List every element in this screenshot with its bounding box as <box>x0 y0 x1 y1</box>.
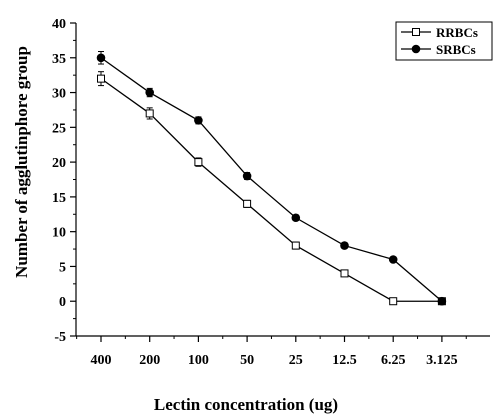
x-tick-label: 6.25 <box>381 353 406 368</box>
x-tick-label: 25 <box>289 353 303 368</box>
x-tick-label: 400 <box>91 353 112 368</box>
series-SRBCs <box>96 51 447 306</box>
data-point <box>389 297 398 306</box>
legend-marker <box>412 28 420 36</box>
y-tick-label: 15 <box>52 191 66 206</box>
legend-entry: SRBCs <box>401 42 476 57</box>
y-ticks: -5 0 5 10 15 20 25 30 35 40 <box>52 17 76 345</box>
y-tick-label: 40 <box>52 17 66 32</box>
y-tick-label: -5 <box>54 330 66 345</box>
series-line <box>100 78 442 302</box>
y-tick-label: 0 <box>59 295 66 310</box>
data-point <box>437 296 447 306</box>
series-RRBCs <box>97 71 446 306</box>
data-point <box>340 269 349 278</box>
data-point <box>291 241 300 250</box>
legend-label: SRBCs <box>436 42 476 57</box>
x-axis-title: Lectin concentration (ug) <box>154 395 338 414</box>
data-point <box>96 53 106 63</box>
legend-entry: RRBCs <box>401 25 478 40</box>
x-tick-label: 3.125 <box>426 353 458 368</box>
data-point <box>97 74 105 83</box>
data-point <box>194 116 203 125</box>
series-line <box>100 57 443 302</box>
data-point <box>194 158 203 167</box>
data-point <box>243 199 252 208</box>
data-point <box>340 241 349 250</box>
y-axis-title: Number of agglutinphore group <box>12 46 31 278</box>
data-point <box>291 213 301 223</box>
y-tick-label: 30 <box>52 87 66 102</box>
data-point <box>388 255 398 264</box>
x-tick-label: 50 <box>240 353 254 368</box>
y-tick-label: 25 <box>52 121 66 136</box>
x-tick-label: 100 <box>188 353 209 368</box>
legend-label: RRBCs <box>436 25 478 40</box>
x-tick-label: 200 <box>139 353 160 368</box>
data-point <box>145 109 154 118</box>
legend: RRBCs SRBCs <box>395 21 493 61</box>
x-tick-label: 12.5 <box>332 353 357 368</box>
data-point <box>145 88 154 97</box>
y-tick-label: 20 <box>52 156 66 171</box>
series-layer <box>96 51 447 306</box>
y-tick-label: 5 <box>59 260 66 275</box>
data-point <box>242 171 252 181</box>
y-tick-label: 35 <box>52 52 66 67</box>
legend-marker <box>411 44 421 54</box>
y-tick-label: 10 <box>52 226 66 241</box>
x-ticks: 400 200 100 50 25 12.5 6.25 3.125 <box>76 336 467 368</box>
